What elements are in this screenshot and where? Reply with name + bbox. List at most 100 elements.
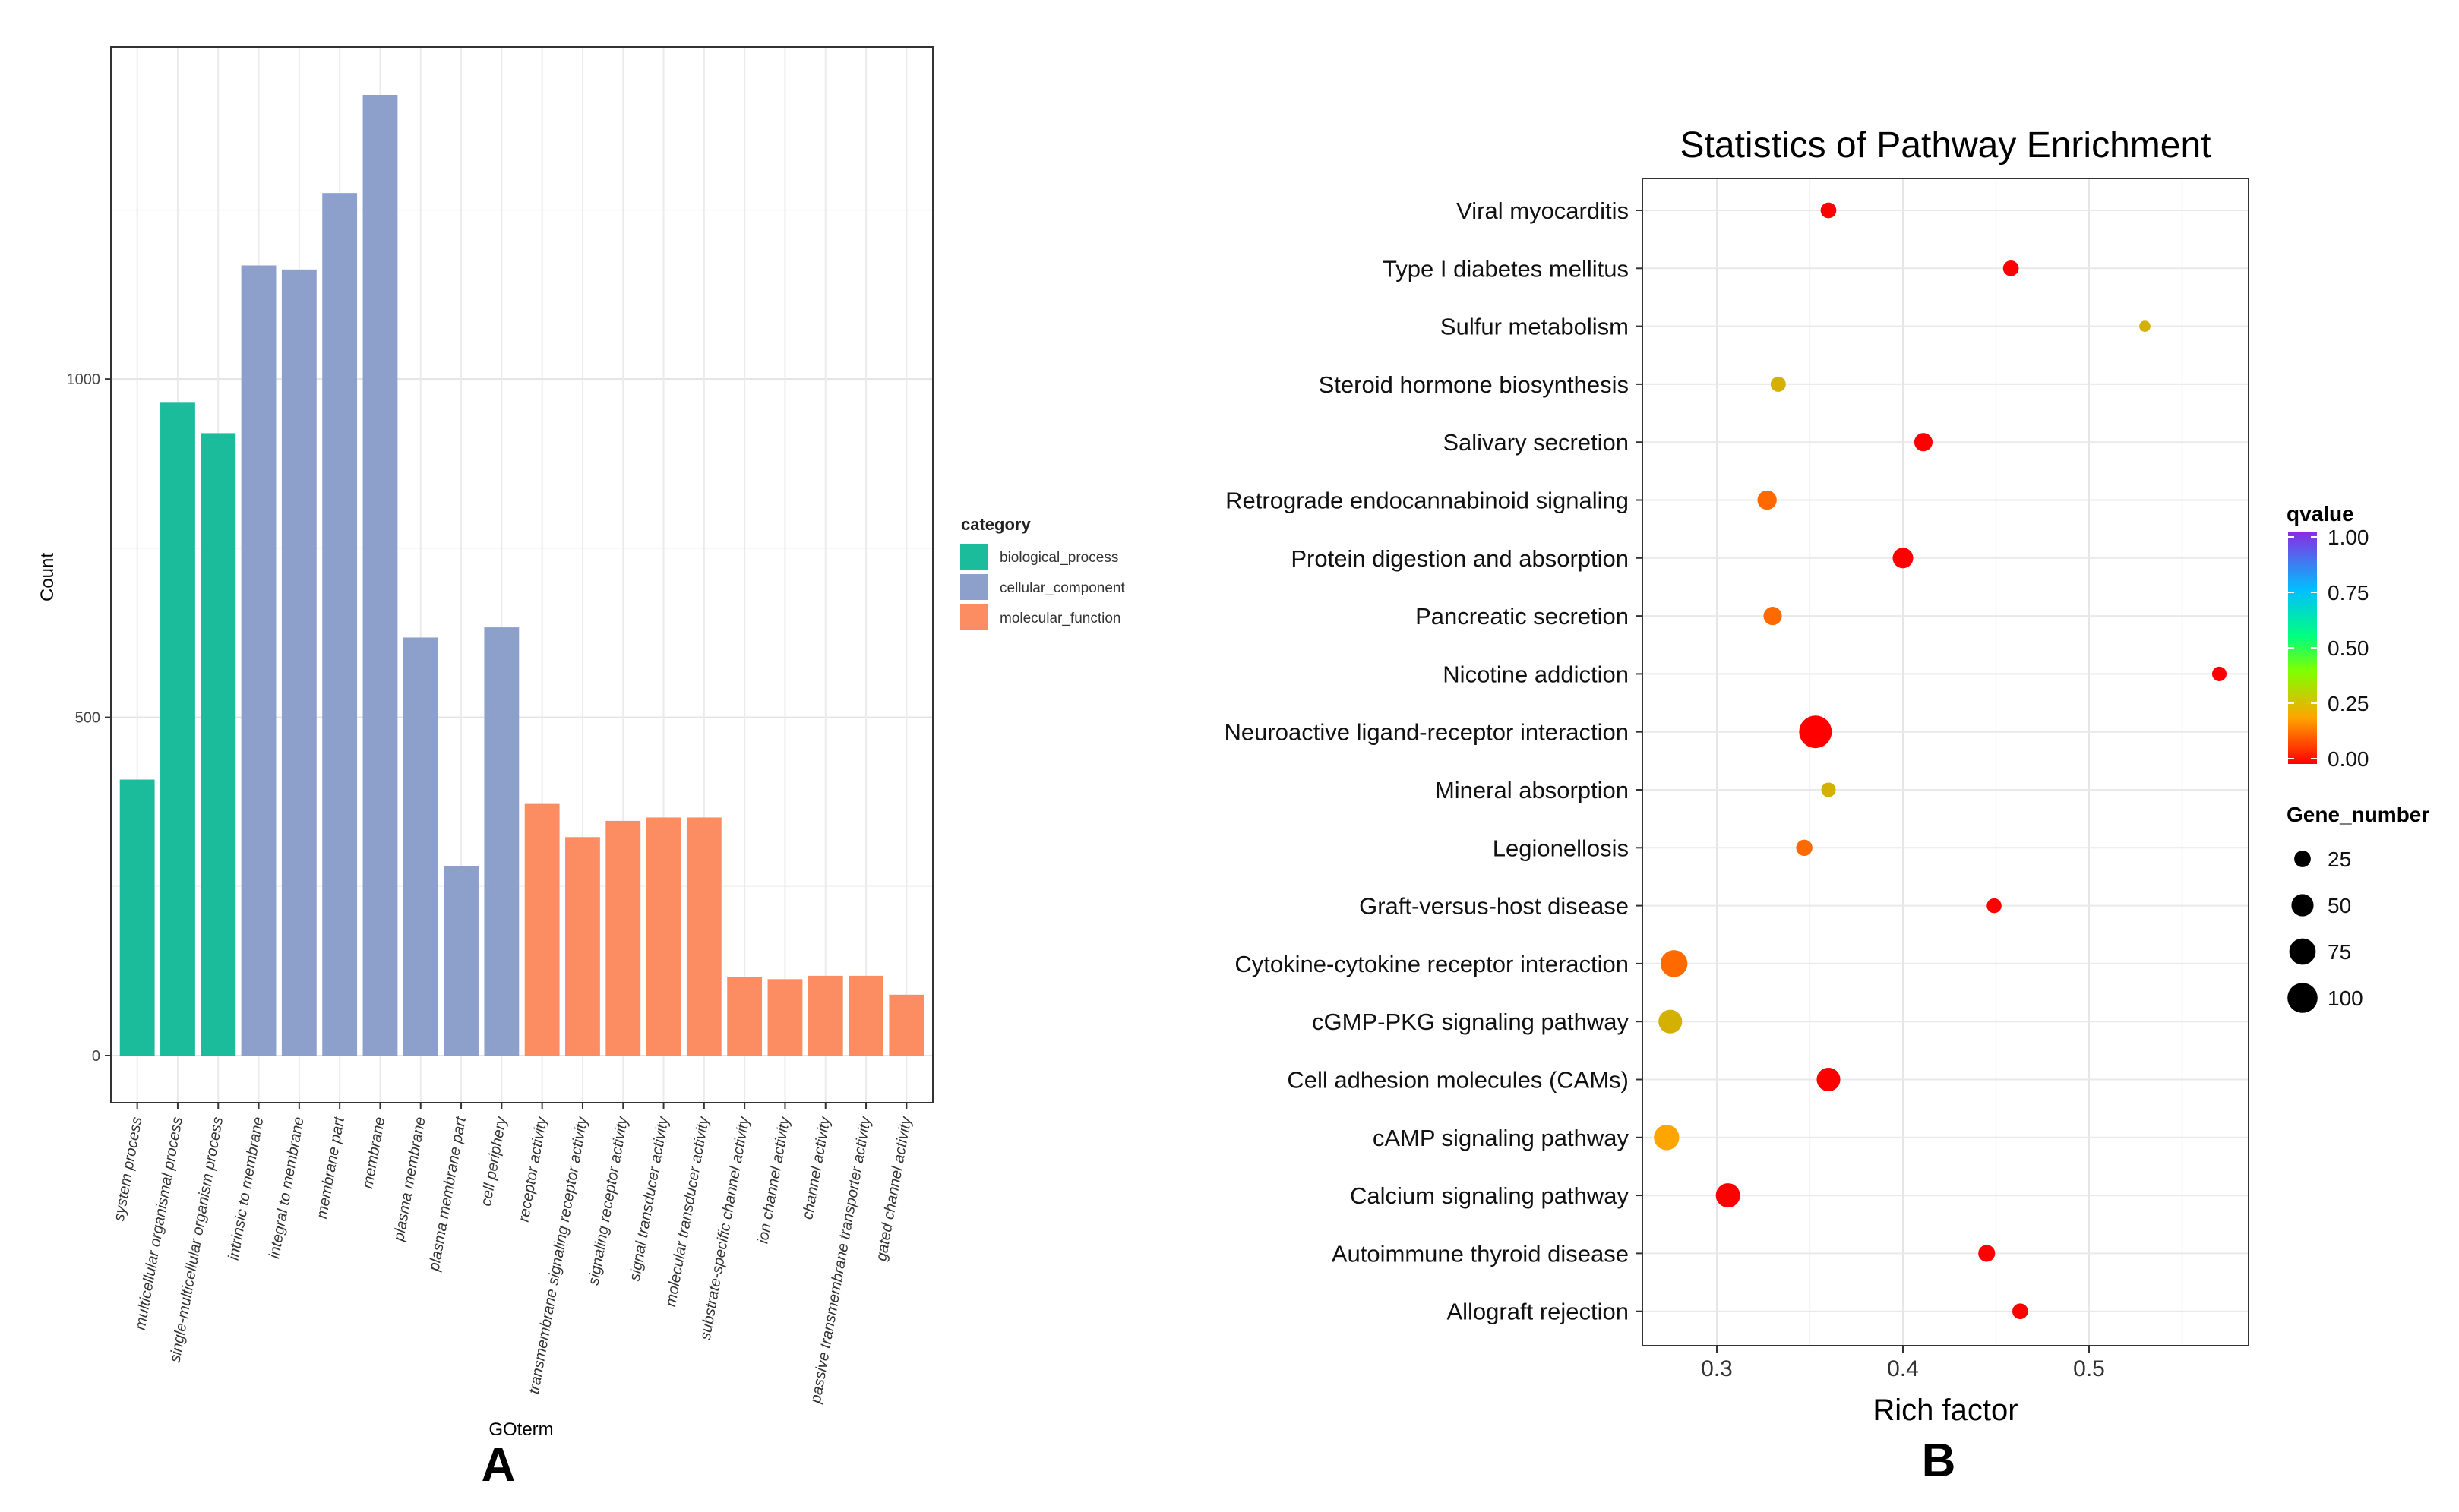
point-graft-versus-host-disease	[1986, 898, 2002, 914]
qvalue-tick-label: 0.50	[2328, 636, 2369, 660]
size-legend-dot	[2289, 938, 2316, 965]
qvalue-tick-label: 1.00	[2328, 526, 2369, 549]
panel-b-x-tick-label: 0.4	[1887, 1356, 1919, 1381]
bar-membrane	[362, 95, 398, 1056]
pathway-label: Graft-versus-host disease	[1359, 893, 1629, 920]
panel-a-legend-title: category	[961, 515, 1031, 534]
qvalue-legend-title: qvalue	[2287, 502, 2354, 526]
panel-b-label: B	[1922, 1435, 1956, 1487]
pathway-label: Autoimmune thyroid disease	[1332, 1240, 1629, 1267]
panel-a-x-tick-label: membrane	[359, 1116, 388, 1190]
point-pancreatic-secretion	[1763, 607, 1782, 626]
legend-swatch-biological_process	[960, 544, 988, 570]
size-legend-label: 25	[2328, 848, 2351, 871]
gene-number-legend-title: Gene_number	[2287, 803, 2429, 826]
qvalue-tick-label: 0.25	[2328, 692, 2369, 715]
point-sulfur-metabolism	[2139, 320, 2151, 332]
bar-multicellular-organismal-process	[160, 402, 195, 1056]
legend-label-molecular_function: molecular_function	[1000, 611, 1120, 627]
panel-a-x-tick-label: ion channel activity	[754, 1115, 793, 1245]
bar-ion-channel-activity	[767, 979, 803, 1056]
panel-a-x-tick-label: cell periphery	[478, 1115, 510, 1207]
pathway-label: Sulfur metabolism	[1440, 314, 1629, 340]
pathway-label: Cell adhesion molecules (CAMs)	[1287, 1067, 1629, 1094]
bar-receptor-activity	[524, 803, 560, 1056]
panel-a-x-tick-label: integral to membrane	[266, 1116, 307, 1260]
pathway-label: cAMP signaling pathway	[1373, 1125, 1629, 1151]
panel-a-x-tick-label: system process	[111, 1116, 146, 1223]
panel-a-x-tick-label: signaling receptor activity	[586, 1115, 632, 1286]
panel-a-legend: category biological_process cellular_comp…	[960, 515, 1125, 630]
pathway-label: Steroid hormone biosynthesis	[1319, 371, 1629, 398]
size-legend-label: 50	[2328, 894, 2351, 917]
panel-a-x-tick-label: plasma membrane	[390, 1116, 429, 1243]
pathway-label: Neuroactive ligand-receptor interaction	[1225, 719, 1629, 746]
panel-b-title: Statistics of Pathway Enrichment	[1680, 125, 2211, 166]
legend-label-cellular_component: cellular_component	[1000, 580, 1125, 596]
point-mineral-absorption	[1821, 782, 1836, 797]
point-retrograde-endocannabinoid-signaling	[1757, 490, 1777, 510]
pathway-label: Salivary secretion	[1443, 429, 1629, 456]
legend-swatch-molecular_function	[960, 604, 988, 630]
bar-plasma-membrane	[403, 637, 438, 1056]
point-steroid-hormone-biosynthesis	[1770, 376, 1786, 392]
panel-b-pathway-labels: Viral myocarditis Type I diabetes mellitu…	[1225, 197, 1642, 1325]
panel-a-x-tick-label: molecular transducer activity	[662, 1115, 713, 1308]
panel-b-x-tick-label: 0.3	[1701, 1356, 1733, 1381]
panel-b-dot-plot: Statistics of Pathway Enrichment Viral m…	[1225, 125, 2430, 1487]
panel-a-label: A	[482, 1439, 516, 1491]
bar-membrane-part	[322, 193, 358, 1056]
panel-a-y-ticks: 0 500 1000	[67, 371, 111, 1065]
point-nicotine-addiction	[2211, 666, 2227, 681]
panel-a-x-tick-label: membrane part	[314, 1115, 348, 1220]
panel-b-plot-background	[1642, 178, 2249, 1346]
bar-signaling-receptor-activity	[605, 820, 641, 1056]
panel-a-bars	[119, 95, 924, 1056]
bar-passive-transmembrane-transporter-activity	[849, 975, 883, 1056]
panel-b-x-tick-label: 0.5	[2073, 1356, 2105, 1381]
size-legend-label: 75	[2328, 940, 2351, 964]
panel-a-x-tick-label: signal transducer activity	[627, 1115, 672, 1282]
legend-swatch-cellular_component	[960, 574, 988, 600]
bar-plasma-membrane-part	[444, 866, 479, 1056]
pathway-label: Legionellosis	[1493, 835, 1629, 861]
bar-cell-periphery	[484, 627, 520, 1056]
point-cell-adhesion-molecules-cams-	[1816, 1067, 1841, 1092]
panel-b-points	[1654, 202, 2227, 1320]
panel-a-x-tick-label: receptor activity	[516, 1115, 551, 1223]
size-legend-label: 100	[2328, 986, 2363, 1010]
bar-integral-to-membrane	[281, 269, 317, 1056]
point-type-i-diabetes-mellitus	[2002, 260, 2019, 276]
panel-a-y-tick-label: 500	[75, 710, 100, 727]
point-protein-digestion-and-absorption	[1892, 548, 1914, 569]
bar-substrate-specific-channel-activity	[727, 977, 763, 1056]
point-cytokine-cytokine-receptor-interaction	[1660, 950, 1688, 977]
size-legend-dot	[2294, 851, 2311, 867]
panel-a-y-axis-title: Count	[37, 553, 58, 601]
bar-intrinsic-to-membrane	[241, 265, 277, 1056]
pathway-label: Viral myocarditis	[1456, 197, 1629, 224]
point-viral-myocarditis	[1820, 202, 1837, 219]
panel-a-x-tick-label: plasma membrane part	[425, 1115, 469, 1274]
pathway-label: Protein digestion and absorption	[1291, 545, 1629, 572]
pathway-label: Pancreatic secretion	[1415, 603, 1629, 630]
size-legend-dot	[2291, 894, 2314, 917]
pathway-label: Mineral absorption	[1435, 777, 1629, 803]
panel-b-gridlines	[1643, 179, 2248, 1345]
panel-a-x-tick-label: intrinsic to membrane	[226, 1116, 267, 1261]
qvalue-tick-label: 0.75	[2328, 581, 2369, 604]
panel-a-x-tick-label: gated channel activity	[873, 1115, 915, 1262]
bar-transmembrane-signaling-receptor-activity	[565, 837, 600, 1056]
pathway-label: Retrograde endocannabinoid signaling	[1225, 488, 1629, 514]
pathway-label: Allograft rejection	[1446, 1299, 1629, 1325]
pathway-label: Cytokine-cytokine receptor interaction	[1234, 951, 1629, 977]
point-allograft-rejection	[2012, 1303, 2028, 1320]
point-autoimmune-thyroid-disease	[1978, 1245, 1996, 1262]
qvalue-tick-label: 0.00	[2328, 747, 2369, 771]
point-legionellosis	[1796, 839, 1813, 857]
panel-a-y-tick-label: 1000	[67, 371, 101, 388]
point-calcium-signaling-pathway	[1715, 1183, 1740, 1208]
